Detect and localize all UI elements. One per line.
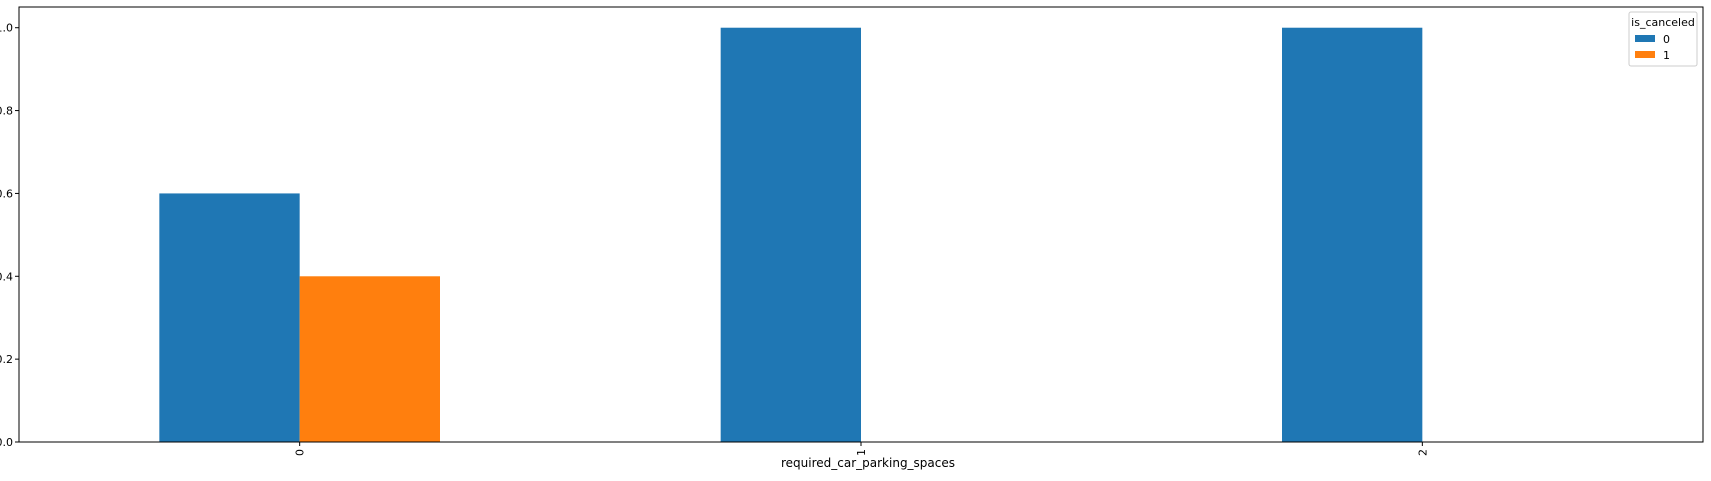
- x-tick-label: 1: [855, 449, 868, 456]
- bars-layer: [159, 28, 1422, 442]
- bar-series-0-cat-1: [721, 28, 861, 442]
- bar-series-0-cat-0: [159, 193, 299, 442]
- y-tick-label: 0.8: [0, 105, 13, 118]
- y-tick-label: 0.4: [0, 270, 13, 283]
- x-tick-label: 2: [1416, 449, 1429, 456]
- x-tick-label: 0: [294, 449, 307, 456]
- legend-label-1: 1: [1663, 49, 1670, 62]
- bar-series-1-cat-0: [300, 276, 440, 442]
- bar-series-0-cat-2: [1282, 28, 1422, 442]
- legend-label-0: 0: [1663, 33, 1670, 46]
- legend-swatch-1: [1635, 51, 1655, 58]
- y-tick-label: 0.6: [0, 187, 13, 200]
- x-axis-label: required_car_parking_spaces: [781, 456, 955, 470]
- y-tick-label: 0.0: [0, 436, 13, 449]
- legend-title: is_canceled: [1631, 16, 1695, 29]
- legend: is_canceled 0 1: [1629, 12, 1697, 66]
- y-tick-label: 1.0: [0, 22, 13, 35]
- y-tick-label: 0.2: [0, 353, 13, 366]
- legend-swatch-0: [1635, 35, 1655, 42]
